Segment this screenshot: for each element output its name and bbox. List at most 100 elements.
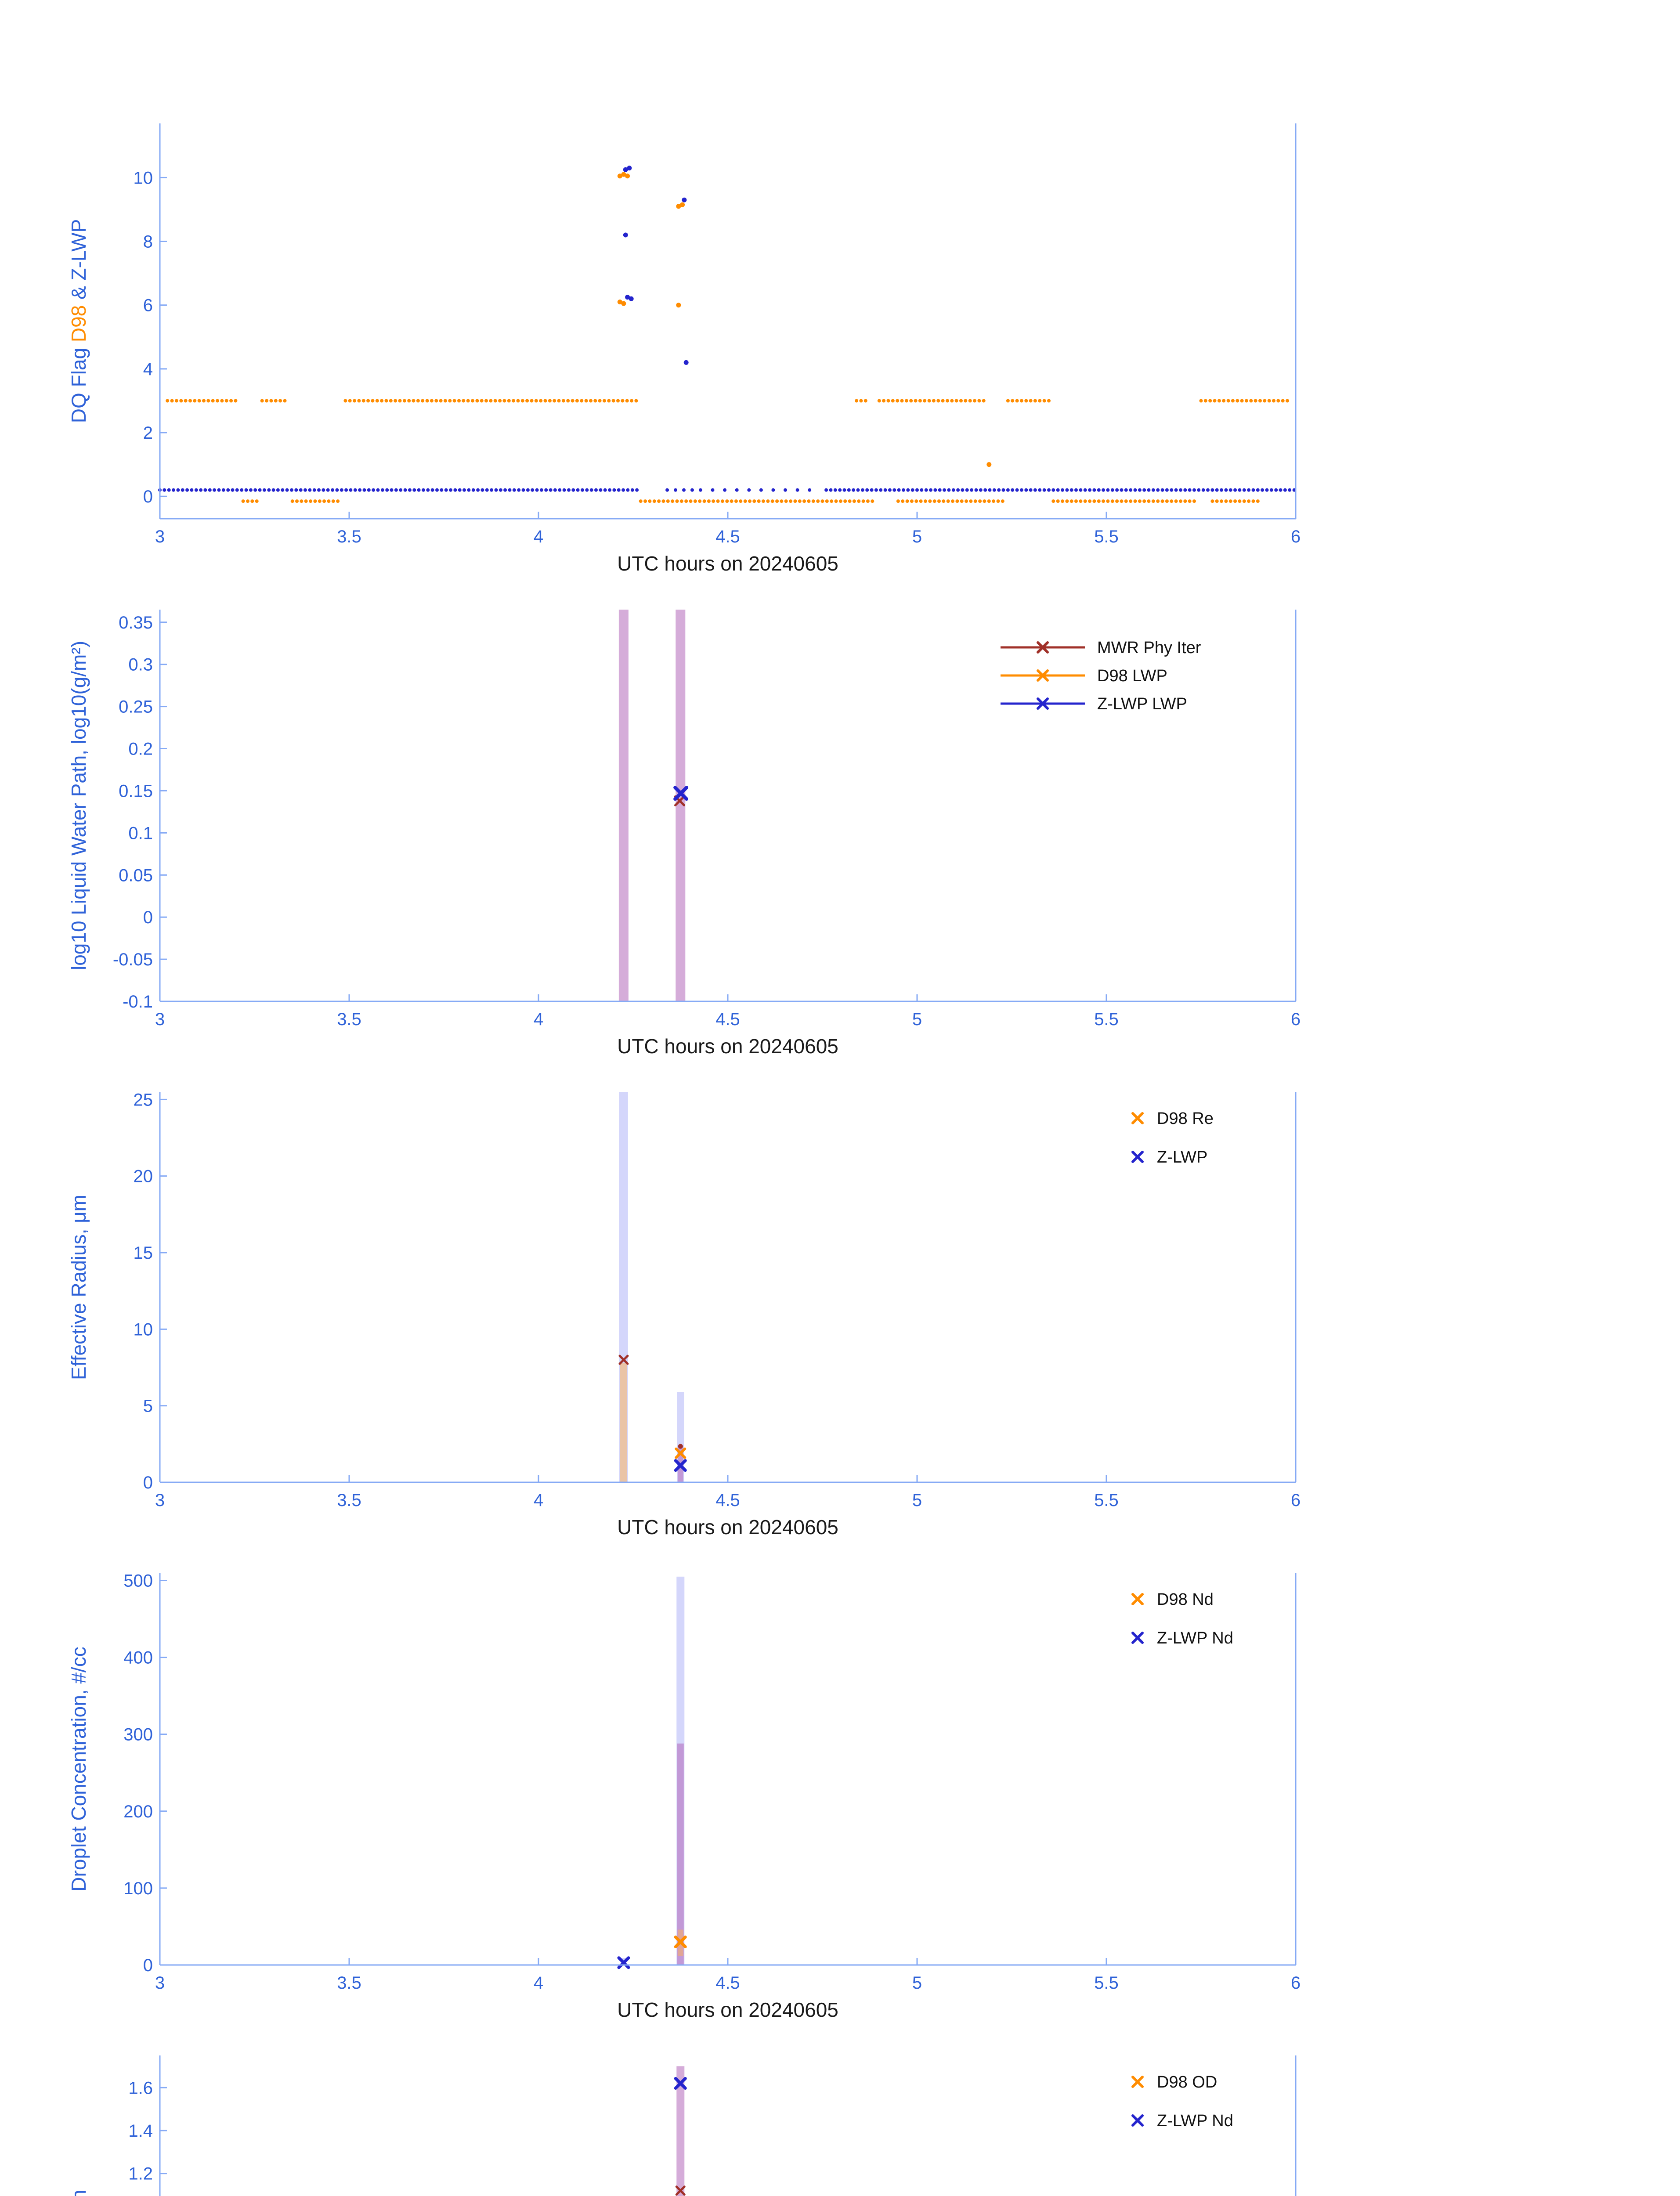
data-dot xyxy=(838,488,842,492)
data-dot xyxy=(493,399,497,403)
x-tick-label: 5.5 xyxy=(1094,1491,1119,1510)
data-dot xyxy=(1047,399,1051,403)
data-dot xyxy=(452,399,456,403)
data-dot xyxy=(1011,399,1015,403)
data-dot xyxy=(973,399,976,403)
data-dot xyxy=(1142,499,1146,503)
data-dot xyxy=(671,499,675,503)
data-dot xyxy=(937,499,941,503)
data-dot xyxy=(309,499,313,503)
data-dot xyxy=(690,488,694,492)
data-dot xyxy=(859,399,863,403)
y-tick-label: 4 xyxy=(143,360,153,379)
data-dot xyxy=(914,399,918,403)
data-dot xyxy=(490,488,494,492)
data-dot xyxy=(675,499,679,503)
data-dot xyxy=(416,399,420,403)
data-dot xyxy=(723,488,727,492)
data-dot xyxy=(300,499,303,503)
data-dot xyxy=(611,399,615,403)
legend-label: D98 Re xyxy=(1157,1109,1214,1128)
data-dot xyxy=(877,399,881,403)
data-dot xyxy=(983,499,986,503)
data-dot xyxy=(968,399,972,403)
x-tick-label: 6 xyxy=(1291,1010,1301,1029)
data-dot xyxy=(362,488,366,492)
data-dot xyxy=(870,488,874,492)
data-dot xyxy=(748,499,751,503)
data-dot xyxy=(443,399,447,403)
data-dot xyxy=(1065,499,1069,503)
data-point xyxy=(682,197,687,202)
data-dot xyxy=(1160,488,1164,492)
data-dot xyxy=(1279,488,1283,492)
x-tick-label: 5.5 xyxy=(1094,1973,1119,1993)
data-dot xyxy=(216,399,219,403)
data-dot xyxy=(1215,488,1219,492)
data-dot xyxy=(476,488,480,492)
data-dot xyxy=(558,488,562,492)
data-dot xyxy=(327,499,331,503)
data-dot xyxy=(784,499,788,503)
data-dot xyxy=(961,488,965,492)
data-dot xyxy=(861,499,865,503)
data-dot xyxy=(231,488,235,492)
data-dot xyxy=(507,399,511,403)
data-dot xyxy=(855,399,859,403)
data-dot xyxy=(897,488,901,492)
data-dot xyxy=(197,399,201,403)
data-dot xyxy=(1042,488,1046,492)
data-dot xyxy=(1033,399,1037,403)
data-dot xyxy=(630,399,634,403)
data-dot xyxy=(543,399,547,403)
chart-3-tick-labels: 3 3.5 4 4.5 5 5.5 6 0 5 10 15 20 25 xyxy=(134,1090,1301,1510)
data-dot xyxy=(453,488,457,492)
chart-2-tick-labels: 3 3.5 4 4.5 5 5.5 6 -0.1 -0.05 0 0.05 0.1 0.15 0.2 0.2… xyxy=(113,613,1301,1029)
data-dot xyxy=(1276,399,1280,403)
data-dot xyxy=(784,488,787,492)
legend-label: D98 OD xyxy=(1157,2073,1217,2091)
data-dot xyxy=(1256,488,1260,492)
data-dot xyxy=(375,399,379,403)
data-dot xyxy=(1069,499,1073,503)
data-dot xyxy=(834,499,838,503)
data-dot xyxy=(920,488,924,492)
data-dot xyxy=(923,399,927,403)
chart-2-legend: MWR Phy Iter D98 LWP Z-LWP LWP xyxy=(1001,639,1201,713)
data-dot xyxy=(977,399,981,403)
y-tick-label: 15 xyxy=(134,1243,153,1263)
data-dot xyxy=(927,399,931,403)
data-dot xyxy=(947,488,951,492)
data-dot xyxy=(1192,499,1196,503)
data-dot xyxy=(1129,499,1133,503)
data-dot xyxy=(910,488,914,492)
data-dot xyxy=(1097,488,1101,492)
data-dot xyxy=(1222,399,1226,403)
data-dot xyxy=(693,499,697,503)
data-point xyxy=(676,303,681,308)
data-dot xyxy=(193,399,197,403)
data-dot xyxy=(1215,499,1219,503)
data-dot xyxy=(575,399,579,403)
data-dot xyxy=(262,488,266,492)
x-tick-label: 5 xyxy=(912,1491,922,1510)
data-dot xyxy=(190,488,194,492)
data-dot xyxy=(929,488,932,492)
data-dot xyxy=(566,399,570,403)
data-dot xyxy=(1115,499,1119,503)
data-dot xyxy=(557,399,561,403)
data-dot xyxy=(1203,399,1207,403)
data-dot xyxy=(534,399,538,403)
data-dot xyxy=(643,499,647,503)
data-dot xyxy=(863,399,867,403)
x-tick-label: 4.5 xyxy=(715,1010,740,1029)
data-dot xyxy=(246,499,249,503)
x-axis-label: UTC hours on 20240605 xyxy=(617,1516,838,1539)
data-dot xyxy=(932,499,936,503)
data-dot xyxy=(1088,488,1092,492)
y-tick-label: 200 xyxy=(123,1802,153,1821)
data-dot xyxy=(584,399,588,403)
legend-x-marker-icon xyxy=(1131,2076,1144,2088)
data-dot xyxy=(1261,488,1265,492)
data-dot xyxy=(1251,499,1255,503)
